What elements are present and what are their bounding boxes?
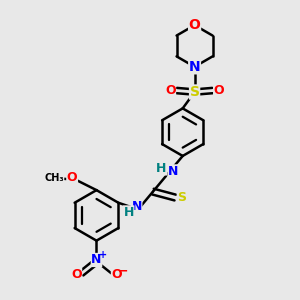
Text: CH₃: CH₃ xyxy=(44,173,64,183)
Text: H: H xyxy=(123,206,134,219)
Text: N: N xyxy=(91,254,102,266)
Text: O: O xyxy=(214,84,224,97)
Text: O: O xyxy=(67,171,77,184)
Text: +: + xyxy=(99,250,107,260)
Text: H: H xyxy=(156,162,166,175)
Text: S: S xyxy=(177,191,186,204)
Text: −: − xyxy=(118,265,128,278)
Text: O: O xyxy=(165,84,175,97)
Text: S: S xyxy=(190,85,200,99)
Text: O: O xyxy=(189,18,200,32)
Text: O: O xyxy=(111,268,122,281)
Text: N: N xyxy=(168,165,178,178)
Text: N: N xyxy=(189,60,200,74)
Text: N: N xyxy=(131,200,142,213)
Text: O: O xyxy=(71,268,82,281)
